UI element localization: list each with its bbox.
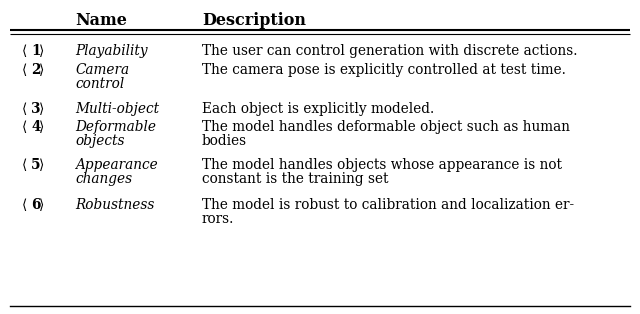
Text: Description: Description — [202, 12, 306, 29]
Text: ⟨: ⟨ — [22, 102, 28, 116]
Text: constant is the training set: constant is the training set — [202, 172, 388, 186]
Text: changes: changes — [75, 172, 132, 186]
Text: Appearance: Appearance — [75, 158, 157, 172]
Text: Robustness: Robustness — [75, 198, 154, 212]
Text: rors.: rors. — [202, 212, 234, 226]
Text: The model handles deformable object such as human: The model handles deformable object such… — [202, 120, 570, 134]
Text: Deformable: Deformable — [75, 120, 156, 134]
Text: Each object is explicitly modeled.: Each object is explicitly modeled. — [202, 102, 435, 116]
Text: Name: Name — [75, 12, 127, 29]
Text: 5: 5 — [31, 158, 40, 172]
Text: The model is robust to calibration and localization er-: The model is robust to calibration and l… — [202, 198, 574, 212]
Text: 3: 3 — [31, 102, 40, 116]
Text: ⟩: ⟩ — [39, 198, 44, 212]
Text: control: control — [75, 77, 124, 91]
Text: Camera: Camera — [75, 63, 129, 77]
Text: objects: objects — [75, 134, 125, 148]
Text: 2: 2 — [31, 63, 40, 77]
Text: bodies: bodies — [202, 134, 247, 148]
Text: ⟨: ⟨ — [22, 44, 28, 58]
Text: ⟩: ⟩ — [39, 120, 44, 134]
Text: The user can control generation with discrete actions.: The user can control generation with dis… — [202, 44, 577, 58]
Text: Multi-object: Multi-object — [75, 102, 159, 116]
Text: The camera pose is explicitly controlled at test time.: The camera pose is explicitly controlled… — [202, 63, 566, 77]
Text: 1: 1 — [31, 44, 40, 58]
Text: ⟨: ⟨ — [22, 198, 28, 212]
Text: 4: 4 — [31, 120, 40, 134]
Text: Playability: Playability — [75, 44, 148, 58]
Text: ⟩: ⟩ — [39, 44, 44, 58]
Text: ⟩: ⟩ — [39, 158, 44, 172]
Text: ⟩: ⟩ — [39, 63, 44, 77]
Text: 6: 6 — [31, 198, 40, 212]
Text: ⟨: ⟨ — [22, 120, 28, 134]
Text: ⟨: ⟨ — [22, 158, 28, 172]
Text: The model handles objects whose appearance is not: The model handles objects whose appearan… — [202, 158, 562, 172]
Text: ⟩: ⟩ — [39, 102, 44, 116]
Text: ⟨: ⟨ — [22, 63, 28, 77]
